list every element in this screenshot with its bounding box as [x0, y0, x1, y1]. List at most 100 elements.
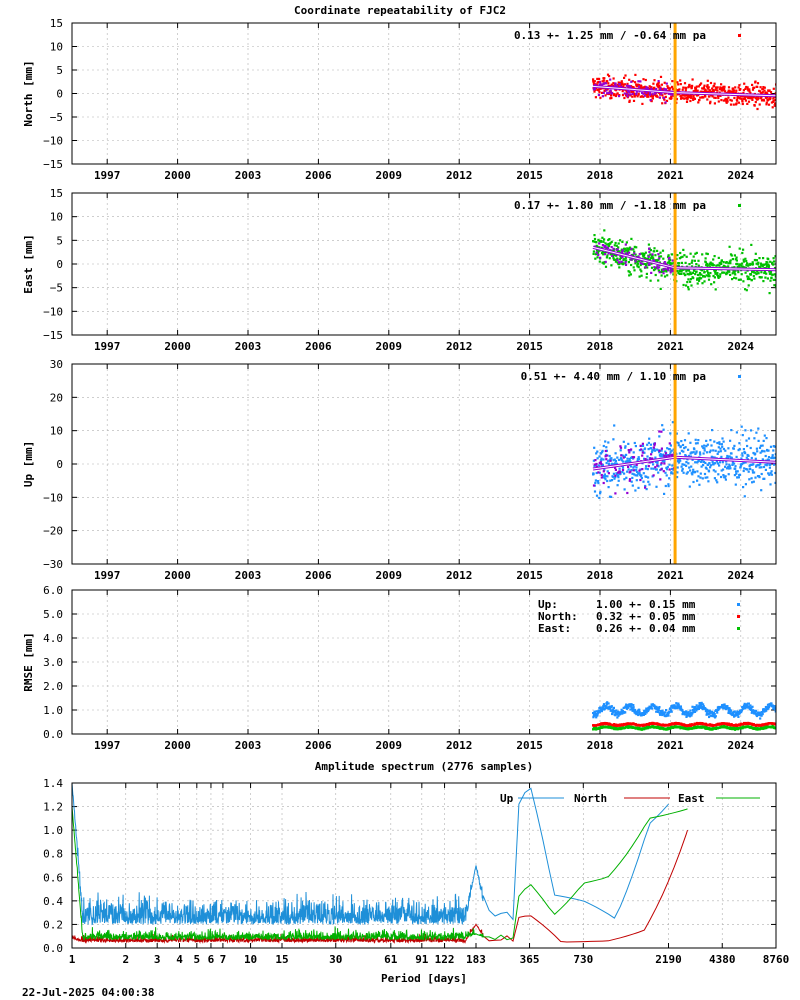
data-point: [717, 473, 720, 476]
data-point: [601, 463, 604, 466]
data-point: [765, 101, 768, 104]
data-point: [622, 460, 625, 463]
outlier-point: [641, 262, 644, 265]
data-point: [751, 98, 754, 101]
data-point: [632, 457, 635, 460]
data-point: [604, 475, 607, 478]
data-point: [771, 261, 774, 264]
data-point: [688, 485, 691, 488]
data-point: [605, 703, 608, 706]
data-point: [754, 101, 757, 104]
data-point: [592, 250, 595, 253]
data-point: [691, 473, 694, 476]
data-point: [690, 465, 693, 468]
data-point: [647, 441, 650, 444]
data-point: [718, 461, 722, 464]
data-point: [638, 708, 641, 711]
data-point: [735, 472, 738, 475]
data-point: [729, 98, 732, 102]
data-point: [692, 255, 695, 258]
data-point: [664, 450, 667, 453]
data-point: [724, 449, 727, 452]
data-point: [678, 461, 681, 464]
data-point: [696, 282, 699, 285]
data-point: [684, 93, 687, 96]
data-point: [689, 709, 692, 712]
data-point: [727, 711, 730, 714]
data-point: [677, 704, 680, 707]
y-tick-label: 0.0: [43, 942, 63, 955]
data-point: [597, 89, 600, 92]
outlier-point: [662, 470, 665, 473]
data-point: [636, 474, 639, 477]
data-point: [735, 712, 739, 715]
data-point: [766, 92, 769, 95]
data-point: [732, 713, 735, 716]
data-point: [751, 261, 754, 264]
outlier-point: [654, 92, 657, 95]
series-line-up: [72, 783, 669, 926]
data-point: [761, 265, 764, 268]
data-point: [641, 102, 644, 105]
data-point: [593, 90, 596, 93]
data-point: [631, 484, 634, 487]
data-point: [736, 96, 739, 100]
outlier-point: [616, 259, 619, 262]
data-point: [655, 259, 658, 262]
data-point: [681, 463, 684, 466]
data-point: [670, 449, 673, 452]
data-point: [725, 457, 728, 460]
data-point: [752, 712, 755, 715]
data-point: [702, 703, 705, 706]
outlier-point: [663, 88, 666, 91]
outlier-point: [643, 94, 646, 97]
data-point: [615, 244, 618, 247]
data-point: [713, 102, 716, 105]
data-point: [740, 462, 744, 466]
data-point: [687, 462, 690, 465]
data-point: [611, 711, 614, 714]
outlier-point: [618, 83, 621, 86]
data-point: [653, 448, 656, 451]
data-point: [635, 466, 638, 469]
data-point: [685, 284, 688, 287]
data-point: [665, 453, 668, 456]
data-point: [678, 272, 681, 275]
data-point: [685, 464, 688, 467]
data-point: [755, 447, 758, 450]
data-point: [699, 704, 703, 707]
data-point: [627, 468, 630, 471]
data-point: [604, 242, 607, 245]
data-point: [707, 480, 710, 483]
data-point: [624, 711, 627, 714]
data-point: [769, 463, 772, 466]
data-point: [600, 459, 603, 462]
data-point: [665, 466, 668, 469]
x-tick-label: 2015: [516, 169, 543, 182]
data-point: [604, 94, 607, 97]
outlier-point: [670, 268, 673, 271]
outlier-point: [628, 478, 632, 481]
data-point: [734, 91, 737, 94]
data-point: [733, 96, 736, 100]
data-point: [627, 93, 630, 96]
outlier-point: [650, 271, 653, 274]
data-point: [602, 458, 605, 461]
outlier-point: [650, 453, 653, 456]
y-tick-label: 1.2: [43, 801, 63, 814]
data-point: [769, 483, 772, 486]
data-point: [621, 466, 625, 469]
data-point: [764, 463, 767, 466]
data-point: [726, 455, 729, 458]
data-point: [609, 479, 612, 482]
data-point: [691, 471, 694, 474]
data-point: [687, 288, 690, 291]
outlier-point: [607, 472, 610, 475]
data-point: [756, 107, 759, 111]
data-point: [696, 278, 699, 281]
data-point: [645, 272, 648, 275]
data-point: [630, 90, 634, 93]
data-point: [610, 709, 613, 712]
